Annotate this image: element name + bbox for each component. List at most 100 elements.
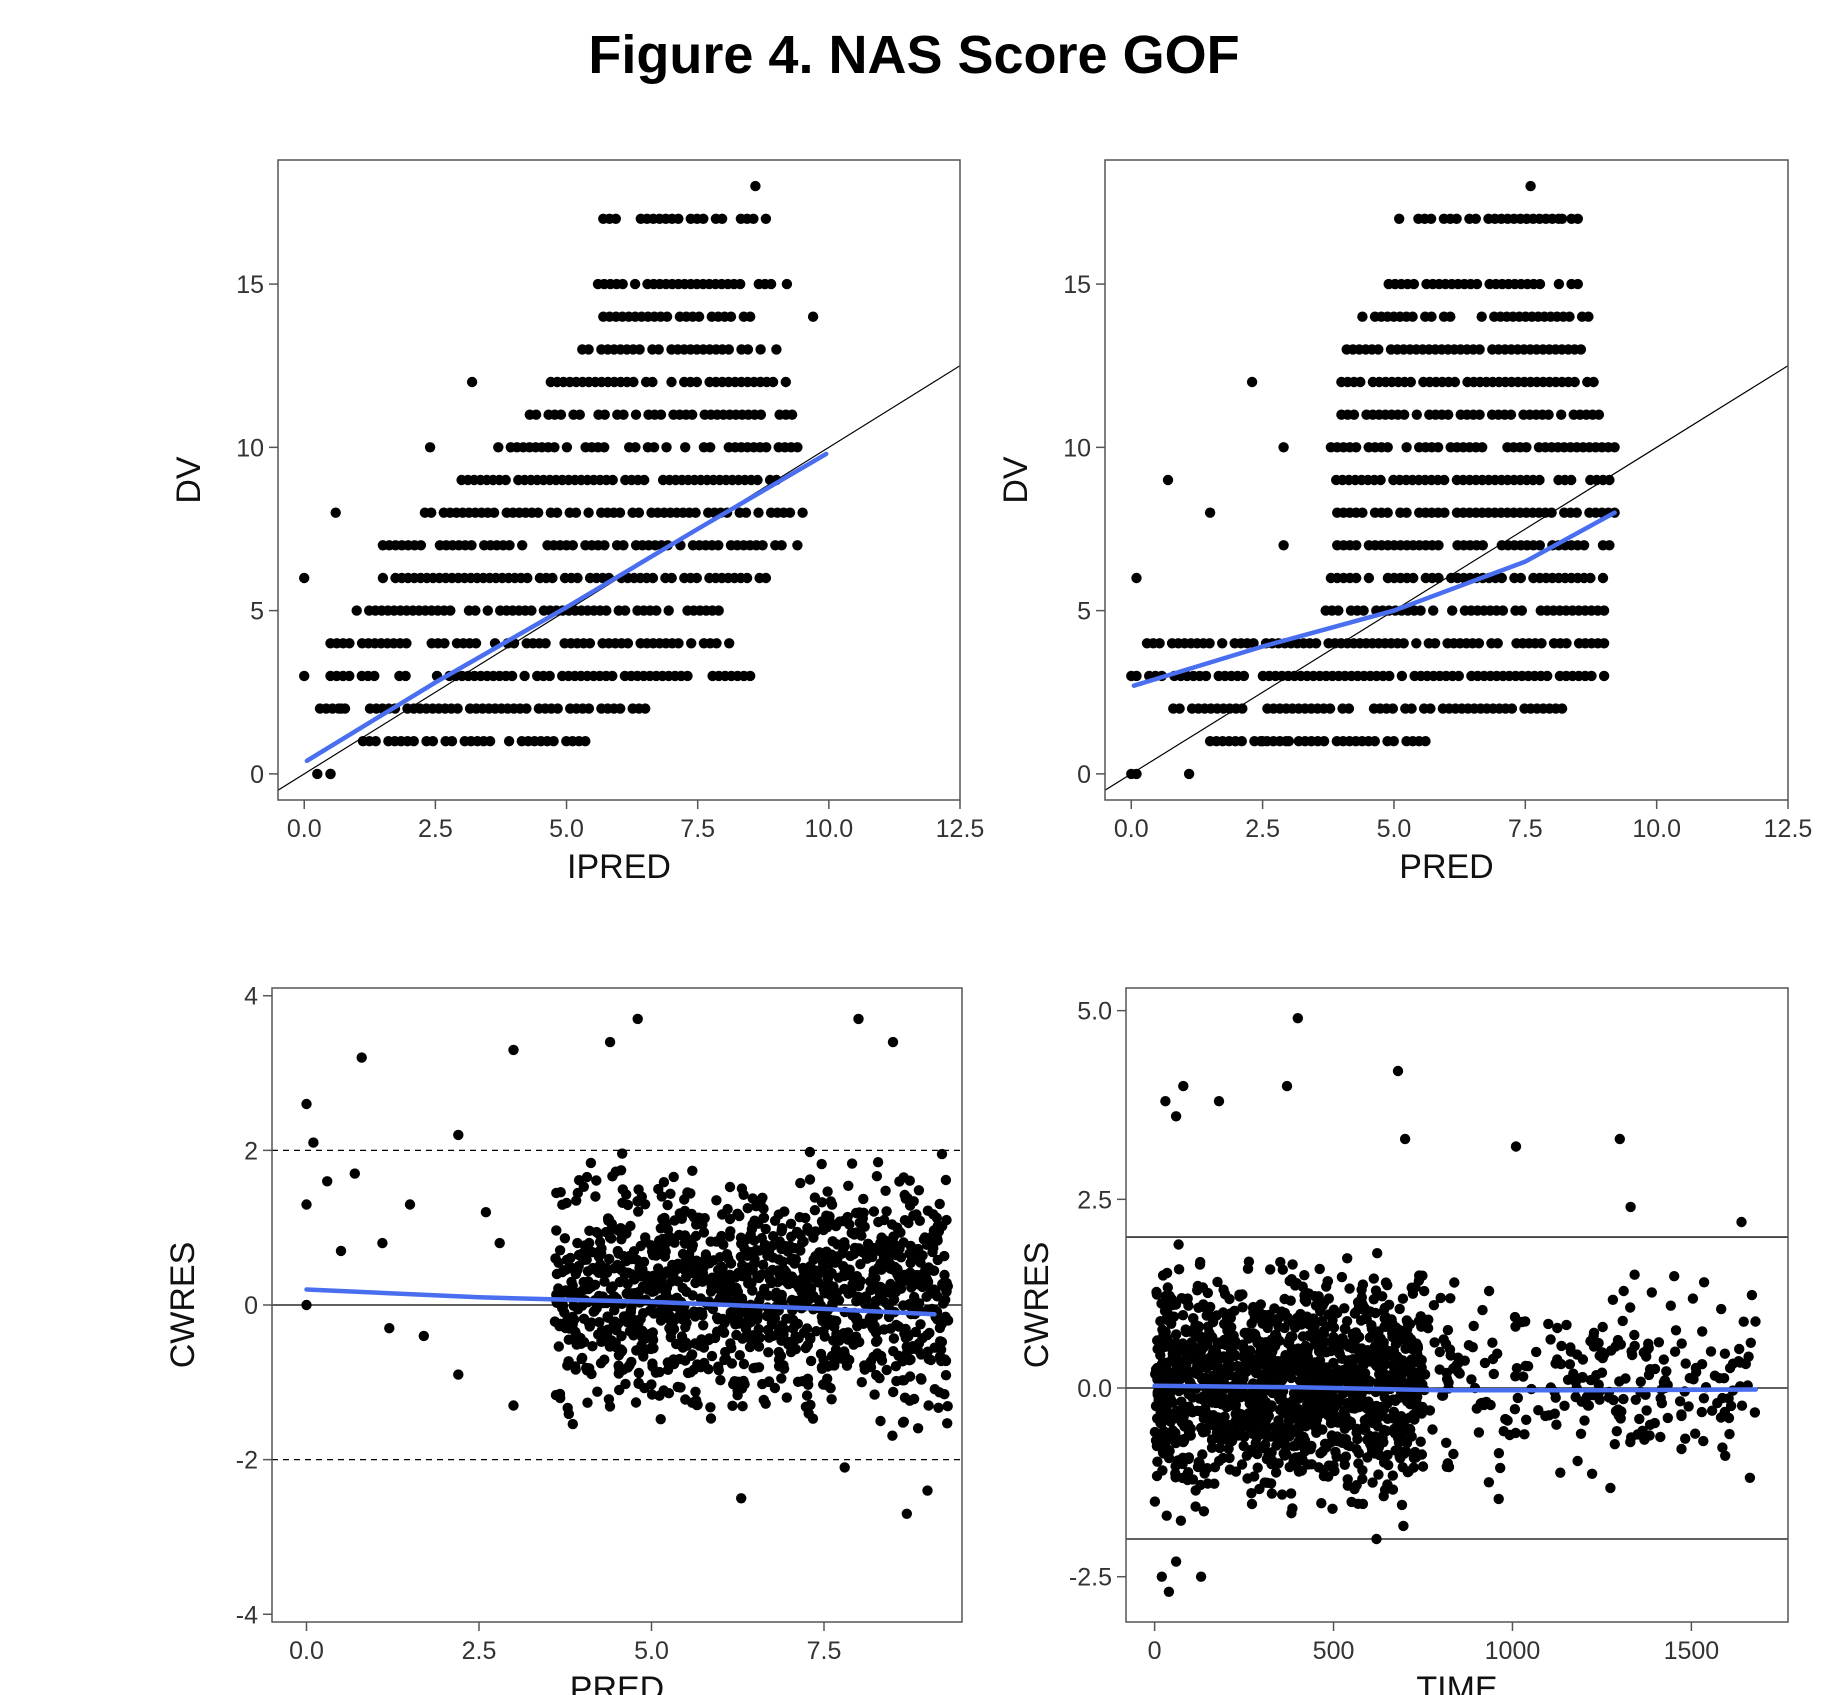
- data-point: [745, 1247, 757, 1258]
- data-point: [939, 1269, 950, 1281]
- data-point: [568, 1300, 579, 1312]
- data-point: [904, 1300, 915, 1311]
- data-point: [1262, 1477, 1273, 1489]
- data-point: [1342, 1253, 1353, 1264]
- data-point: [1159, 1305, 1171, 1317]
- data-point: [742, 1203, 753, 1214]
- data-point: [875, 1415, 886, 1427]
- data-point: [647, 1358, 658, 1369]
- data-point: [1468, 1320, 1479, 1332]
- data-point: [682, 1187, 693, 1198]
- data-point: [601, 1267, 613, 1278]
- data-point: [1131, 768, 1142, 780]
- data-point: [1669, 1346, 1681, 1357]
- data-point: [783, 1241, 794, 1252]
- data-point: [559, 1233, 571, 1244]
- data-point: [1477, 442, 1488, 453]
- data-point: [599, 442, 610, 453]
- x-axis-label: IPRED: [567, 848, 671, 886]
- data-point: [1214, 1442, 1226, 1454]
- data-point: [854, 1280, 865, 1292]
- data-point: [854, 1336, 865, 1348]
- x-tick-label: 7.5: [807, 1637, 842, 1665]
- data-point: [923, 1400, 934, 1411]
- data-point: [781, 278, 793, 290]
- data-point: [1183, 768, 1195, 780]
- data-point: [757, 1259, 769, 1271]
- data-point: [1155, 1316, 1166, 1327]
- data-point: [914, 1215, 925, 1227]
- data-point: [748, 213, 759, 224]
- data-point: [873, 1262, 884, 1273]
- x-tick-label: 10.0: [805, 815, 854, 843]
- data-point: [940, 1174, 952, 1186]
- data-point: [1720, 1450, 1731, 1462]
- data-point: [1373, 344, 1384, 355]
- data-point: [932, 1254, 943, 1266]
- data-point: [1615, 1339, 1627, 1350]
- data-point: [533, 507, 544, 518]
- data-point: [881, 1241, 892, 1252]
- data-point: [828, 1315, 839, 1326]
- data-point: [1591, 1370, 1602, 1381]
- data-point: [792, 442, 803, 453]
- data-point: [1285, 1295, 1296, 1306]
- data-point: [1500, 1413, 1511, 1425]
- data-point: [445, 605, 456, 616]
- data-point: [1225, 1308, 1236, 1319]
- data-point: [1680, 1358, 1691, 1369]
- data-point: [680, 1255, 692, 1266]
- data-point: [1405, 376, 1417, 388]
- data-point: [928, 1284, 940, 1295]
- data-point: [870, 1273, 881, 1284]
- plot-frame: [277, 159, 961, 801]
- data-point: [1296, 1465, 1308, 1476]
- y-tick-label: 4: [244, 983, 258, 1011]
- data-point: [803, 1379, 814, 1391]
- data-point: [901, 1341, 912, 1352]
- data-point: [640, 1236, 651, 1247]
- data-point: [1382, 442, 1393, 453]
- data-point: [1399, 1133, 1411, 1145]
- data-point: [1390, 1395, 1401, 1407]
- data-point: [1394, 1325, 1406, 1336]
- data-point: [570, 1268, 582, 1280]
- data-point: [698, 1320, 709, 1331]
- data-point: [769, 1382, 781, 1394]
- data-point: [1246, 1444, 1257, 1456]
- data-point: [776, 1373, 787, 1384]
- data-point: [905, 1354, 916, 1365]
- data-point: [1255, 1393, 1266, 1404]
- data-point: [745, 1316, 757, 1328]
- data-point: [1425, 213, 1437, 224]
- data-point: [560, 1264, 572, 1276]
- data-point: [1733, 1356, 1744, 1367]
- data-point: [1241, 1391, 1253, 1403]
- data-point: [1546, 507, 1557, 518]
- data-point: [1362, 1452, 1373, 1463]
- data-point: [1493, 1493, 1504, 1505]
- data-point: [1284, 1461, 1295, 1473]
- data-point: [567, 1311, 578, 1323]
- data-point: [1198, 1506, 1210, 1517]
- data-point: [1318, 736, 1330, 747]
- data-point: [713, 1361, 724, 1372]
- data-point: [1348, 409, 1360, 420]
- data-point: [1149, 1496, 1161, 1507]
- data-point: [1340, 1451, 1352, 1462]
- data-point: [1555, 1467, 1566, 1478]
- data-point: [1237, 1302, 1248, 1313]
- data-point: [1333, 1417, 1344, 1428]
- x-tick-label: 7.5: [680, 815, 715, 843]
- data-point: [1200, 670, 1212, 682]
- x-tick-label: 1500: [1664, 1637, 1720, 1665]
- data-point: [583, 1276, 594, 1287]
- data-point: [618, 540, 629, 551]
- data-point: [1561, 638, 1572, 649]
- data-point: [1512, 1392, 1524, 1404]
- data-point: [1536, 638, 1547, 649]
- data-point: [1609, 1439, 1621, 1450]
- data-point: [1324, 1391, 1335, 1402]
- data-point: [1181, 1326, 1192, 1338]
- data-point: [785, 1346, 797, 1358]
